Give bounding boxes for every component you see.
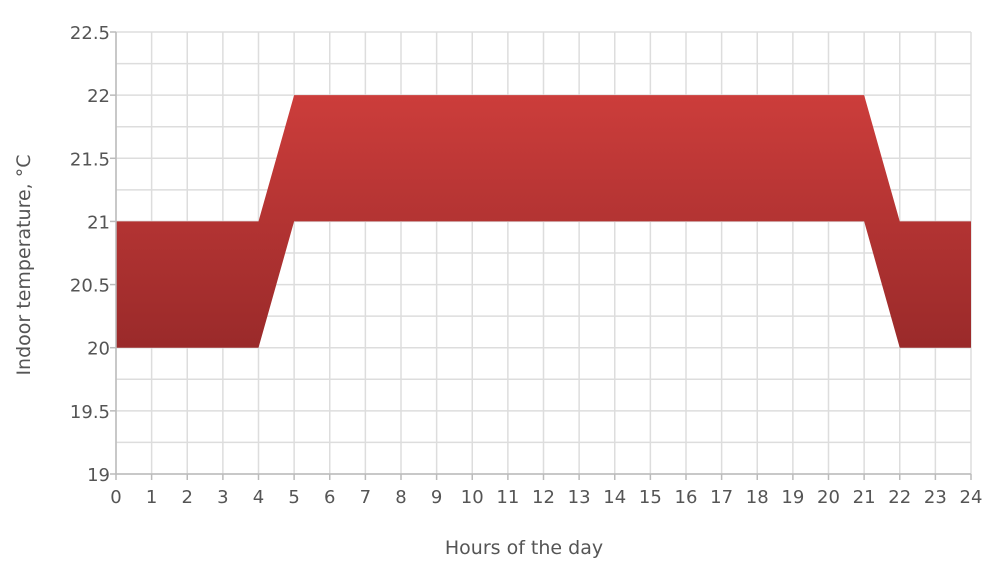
band-layer: [116, 95, 971, 348]
x-tick-label: 22: [888, 487, 911, 508]
y-tick-label: 21: [87, 212, 110, 233]
x-tick-label: 6: [324, 487, 335, 508]
x-tick-label: 12: [532, 487, 555, 508]
x-tick-label: 18: [746, 487, 769, 508]
x-tick-label: 2: [182, 487, 193, 508]
y-tick-label: 20.5: [70, 276, 110, 297]
x-tick-label: 24: [960, 487, 983, 508]
y-axis-title: Indoor temperature, °C: [13, 154, 35, 375]
x-tick-label: 11: [496, 487, 519, 508]
tick-labels: 0 1 2 3 4 5 6 7 8 9 10 11 12 13 14 15 16 17 18 19 20 21 22 23 24…: [70, 23, 983, 508]
x-tick-label: 13: [568, 487, 591, 508]
x-tick-label: 9: [431, 487, 442, 508]
x-tick-label: 21: [853, 487, 876, 508]
x-tick-label: 14: [603, 487, 626, 508]
y-tick-label: 19.5: [70, 402, 110, 423]
x-axis-title: Hours of the day: [445, 537, 603, 559]
x-tick-label: 19: [781, 487, 804, 508]
x-tick-label: 15: [639, 487, 662, 508]
y-tick-label: 22: [87, 86, 110, 107]
y-tick-label: 22.5: [70, 23, 110, 44]
x-tick-label: 20: [817, 487, 840, 508]
x-tick-label: 5: [288, 487, 299, 508]
x-tick-label: 7: [360, 487, 371, 508]
x-tick-label: 1: [146, 487, 157, 508]
x-tick-label: 3: [217, 487, 228, 508]
y-tick-label: 21.5: [70, 149, 110, 170]
x-tick-label: 23: [924, 487, 947, 508]
x-tick-label: 10: [461, 487, 484, 508]
y-tick-label: 20: [87, 339, 110, 360]
x-tick-label: 17: [710, 487, 733, 508]
axes: [110, 31, 972, 480]
temperature-band: [116, 95, 971, 348]
y-tick-label: 19: [87, 465, 110, 486]
x-tick-label: 16: [675, 487, 698, 508]
x-tick-label: 8: [395, 487, 406, 508]
x-tick-label: 0: [110, 487, 121, 508]
x-tick-label: 4: [253, 487, 264, 508]
